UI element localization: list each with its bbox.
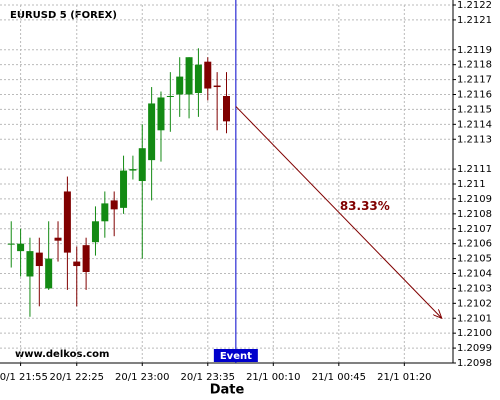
event-label: Event bbox=[220, 351, 252, 362]
candle-body bbox=[176, 76, 184, 95]
y-tick-label: 1.2099 bbox=[457, 343, 492, 354]
y-tick-label: 1.2113 bbox=[457, 134, 492, 145]
candle-body bbox=[120, 170, 128, 208]
candle-body bbox=[110, 200, 118, 210]
candle-body bbox=[63, 191, 71, 253]
candle-body bbox=[91, 221, 99, 243]
candle-body bbox=[138, 148, 146, 182]
y-tick-label: 1.2104 bbox=[457, 269, 492, 280]
x-tick-label: 20/1 21:55 bbox=[0, 372, 48, 383]
candle-body bbox=[73, 261, 81, 267]
x-tick-label: 20/1 23:00 bbox=[115, 372, 169, 383]
forecast-label: 83.33% bbox=[340, 199, 390, 213]
y-tick-label: 1.2119 bbox=[457, 45, 492, 56]
y-tick-label: 1.211 bbox=[457, 179, 486, 190]
x-tick-label: 21/1 00:45 bbox=[312, 372, 366, 383]
y-tick-label: 1.2106 bbox=[457, 239, 492, 250]
x-tick-label: 20/1 23:35 bbox=[181, 372, 235, 383]
candle-body bbox=[185, 57, 193, 95]
candle-body bbox=[157, 97, 165, 131]
y-tick-label: 1.2101 bbox=[457, 313, 492, 324]
candle-body bbox=[213, 85, 221, 88]
y-tick-label: 1.2107 bbox=[457, 224, 492, 235]
candle-body bbox=[7, 243, 15, 245]
y-tick-label: 1.2118 bbox=[457, 60, 492, 71]
candle-body bbox=[166, 95, 174, 97]
candle-body bbox=[148, 103, 156, 161]
y-tick-label: 1.2100 bbox=[457, 328, 492, 339]
x-axis-label: Date bbox=[210, 383, 245, 398]
y-tick-label: 1.2121 bbox=[457, 15, 492, 26]
y-tick-label: 1.2114 bbox=[457, 119, 492, 130]
x-tick-label: 21/1 00:10 bbox=[246, 372, 300, 383]
y-tick-label: 1.2105 bbox=[457, 254, 492, 265]
y-tick-label: 1.2111 bbox=[457, 164, 492, 175]
candle-body bbox=[82, 245, 90, 273]
y-tick-label: 1.2116 bbox=[457, 90, 492, 101]
candle-body bbox=[101, 203, 109, 222]
y-tick-label: 1.2117 bbox=[457, 75, 492, 86]
y-tick-label: 1.2122 bbox=[457, 0, 492, 11]
forecast-arrow bbox=[235, 106, 442, 318]
y-tick-label: 1.2103 bbox=[457, 283, 492, 294]
y-tick-label: 1.2108 bbox=[457, 209, 492, 220]
candle-body bbox=[54, 237, 62, 241]
y-tick-label: 1.2115 bbox=[457, 104, 492, 115]
candle-body bbox=[129, 169, 137, 171]
y-tick-label: 1.2098 bbox=[457, 358, 492, 369]
plot-area bbox=[0, 0, 453, 363]
candle-body bbox=[223, 95, 230, 122]
x-tick-label: 20/1 22:25 bbox=[50, 372, 104, 383]
x-tick-label: 21/1 01:20 bbox=[377, 372, 431, 383]
chart-title: EURUSD 5 (FOREX) bbox=[10, 10, 117, 21]
candle-body bbox=[45, 258, 53, 289]
y-tick-label: 1.2102 bbox=[457, 298, 492, 309]
candle-body bbox=[17, 243, 25, 252]
candle-body bbox=[194, 64, 202, 94]
y-tick-label: 1.2109 bbox=[457, 194, 492, 205]
watermark: www.delkos.com bbox=[15, 349, 109, 360]
candle-body bbox=[26, 251, 34, 277]
candle-body bbox=[204, 61, 212, 89]
event-box bbox=[213, 349, 258, 362]
candle-body bbox=[35, 252, 43, 267]
